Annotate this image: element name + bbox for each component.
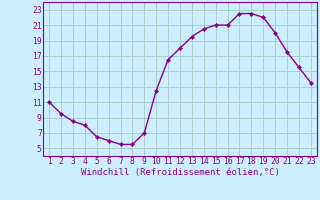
X-axis label: Windchill (Refroidissement éolien,°C): Windchill (Refroidissement éolien,°C)	[81, 168, 279, 177]
